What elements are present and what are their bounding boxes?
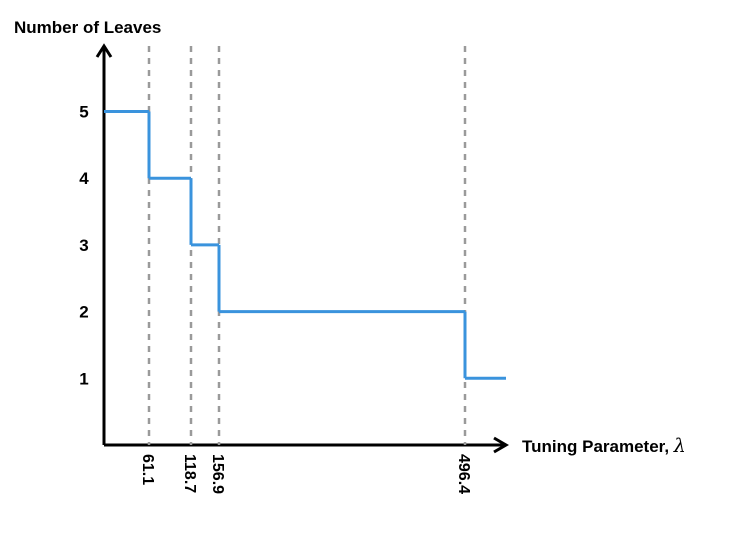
x-tick-label: 496.4 <box>455 454 472 494</box>
y-tick-label: 2 <box>79 303 88 322</box>
x-tick-label: 156.9 <box>209 454 226 494</box>
x-axis-title: Tuning Parameter, λ <box>522 435 686 457</box>
x-axis-arrowhead <box>493 436 509 454</box>
x-tick-label: 118.7 <box>181 454 198 493</box>
x-tick-label: 61.1 <box>139 454 156 485</box>
y-tick-label: 5 <box>79 103 88 122</box>
y-tick-labels: 5 4 3 2 1 <box>79 103 89 389</box>
x-tick-labels: 61.1 118.7 156.9 496.4 <box>139 454 472 494</box>
lambda-symbol: λ <box>673 435 686 457</box>
x-axis-title-text: Tuning Parameter, <box>522 437 674 456</box>
y-tick-label: 1 <box>79 369 88 388</box>
y-tick-label: 3 <box>79 236 88 255</box>
y-axis-title: Number of Leaves <box>14 18 161 37</box>
step-series <box>104 110 506 380</box>
axes <box>95 43 509 454</box>
y-axis-arrowhead <box>95 43 113 58</box>
y-tick-label: 4 <box>79 169 89 188</box>
